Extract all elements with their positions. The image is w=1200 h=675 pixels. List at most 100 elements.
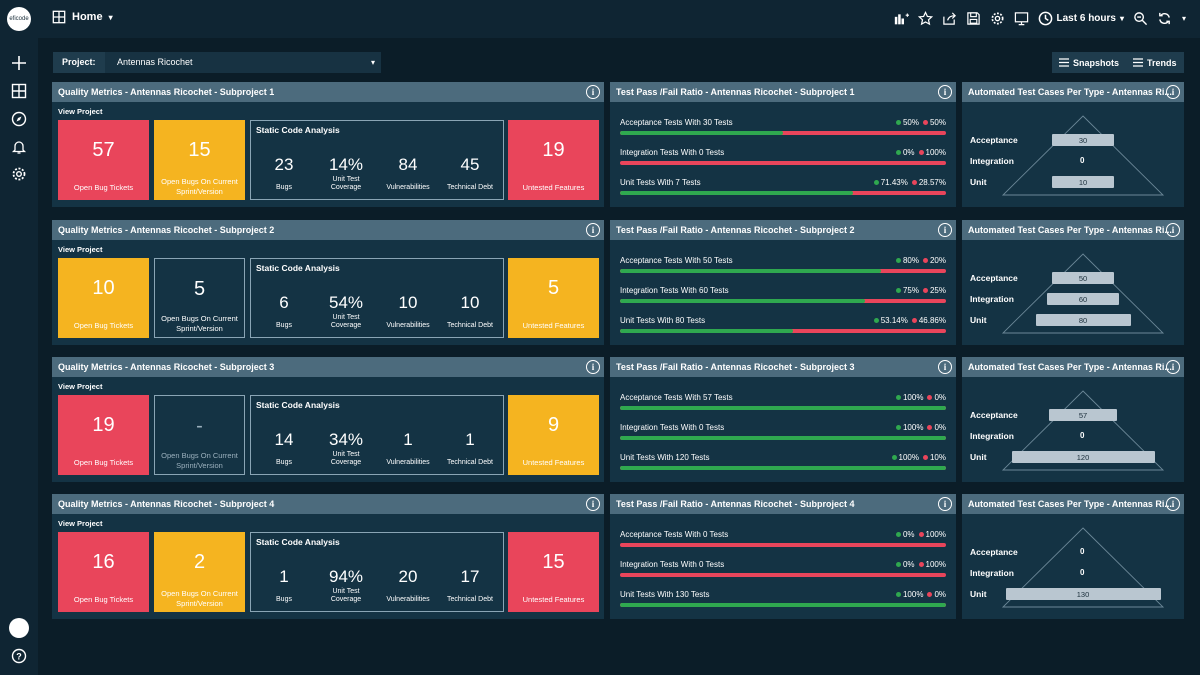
open-bug-tickets-tile: 16 Open Bug Tickets: [58, 532, 149, 612]
test-count: 0: [1080, 431, 1085, 440]
metric-value: 94%: [328, 567, 364, 586]
add-panel-icon[interactable]: [894, 9, 910, 27]
refresh-interval-chevron-icon[interactable]: ▾: [1181, 13, 1186, 23]
info-icon[interactable]: i: [586, 360, 600, 374]
pass-fill: [620, 269, 881, 273]
test-count: 60: [1078, 294, 1088, 304]
project-select[interactable]: Antennas Ricochet ▾: [105, 52, 381, 73]
open-bugs-sprint-tile: - Open Bugs On Current Sprint/Version: [154, 395, 245, 475]
info-icon[interactable]: i: [586, 85, 600, 99]
metric-caption: Bugs: [276, 183, 292, 191]
metric-value: 19: [542, 139, 565, 161]
user-avatar[interactable]: [9, 618, 29, 638]
save-icon[interactable]: [966, 9, 982, 27]
quality-metrics-panel: Quality Metrics - Antennas Ricochet - Su…: [52, 82, 604, 207]
info-icon[interactable]: i: [1166, 223, 1180, 237]
info-icon[interactable]: i: [1166, 497, 1180, 511]
metric-caption: Vulnerabilities: [386, 321, 430, 329]
info-icon[interactable]: i: [586, 497, 600, 511]
plus-icon[interactable]: [9, 53, 29, 73]
pass-fail-panel: Test Pass /Fail Ratio - Antennas Ricoche…: [610, 357, 956, 482]
pyramid-outline: [1001, 115, 1165, 196]
pass-dot-icon: [891, 455, 897, 461]
trends-link[interactable]: Trends: [1126, 58, 1184, 68]
test-type-label: Acceptance: [970, 410, 1018, 420]
bell-icon[interactable]: [9, 137, 29, 157]
snapshots-link[interactable]: Snapshots: [1052, 58, 1126, 68]
pass-fail-bar: [620, 191, 946, 195]
top-bar: Home ▾ Last 6 hours ▾: [38, 0, 1200, 38]
refresh-icon[interactable]: [1156, 9, 1172, 27]
settings-icon[interactable]: [990, 9, 1006, 27]
dashboard-picker[interactable]: Home ▾: [52, 10, 113, 24]
view-project-link[interactable]: View Project: [58, 107, 103, 116]
test-ratio-row: Unit Tests With 120 Tests 100% 10%: [620, 453, 946, 475]
open-bug-tickets-tile: 57 Open Bug Tickets: [58, 120, 149, 200]
test-type-label: Integration Tests With 0 Tests: [620, 148, 725, 157]
pass-fill: [620, 406, 946, 410]
test-pyramid-panel: Automated Test Cases Per Type - Antennas…: [962, 357, 1184, 482]
metric-caption: Untested Features: [522, 457, 585, 467]
share-icon[interactable]: [942, 9, 958, 27]
panel-header: Quality Metrics - Antennas Ricochet - Su…: [52, 357, 604, 377]
bugs-tile: 6 Bugs: [255, 285, 313, 334]
info-icon[interactable]: i: [938, 85, 952, 99]
metric-value: -: [196, 415, 203, 437]
metric-caption: Technical Debt: [447, 458, 493, 466]
gear-icon[interactable]: [9, 164, 29, 184]
tv-mode-icon[interactable]: [1014, 9, 1030, 27]
metric-caption: Open Bugs On Current Sprint/Version: [161, 451, 238, 470]
metric-value: 6: [279, 293, 289, 312]
zoom-out-icon[interactable]: [1132, 9, 1148, 27]
clock-icon: [1038, 11, 1052, 25]
test-type-label: Integration: [970, 156, 1014, 166]
test-type-label: Unit: [970, 177, 987, 187]
quality-metrics-panel: Quality Metrics - Antennas Ricochet - Su…: [52, 494, 604, 619]
info-icon[interactable]: i: [938, 497, 952, 511]
info-icon[interactable]: i: [1166, 85, 1180, 99]
open-bug-tickets-tile: 10 Open Bug Tickets: [58, 258, 149, 338]
time-range-picker[interactable]: Last 6 hours ▾: [1038, 11, 1124, 26]
app-logo[interactable]: eficode: [7, 7, 31, 31]
test-type-label: Unit: [970, 589, 987, 599]
view-project-link[interactable]: View Project: [58, 382, 103, 391]
info-icon[interactable]: i: [938, 360, 952, 374]
test-type-label: Acceptance Tests With 30 Tests: [620, 118, 733, 127]
metric-caption: Open Bug Tickets: [73, 320, 134, 330]
compass-icon[interactable]: [9, 109, 29, 129]
panel-title: Quality Metrics - Antennas Ricochet - Su…: [58, 499, 275, 509]
panel-title: Test Pass /Fail Ratio - Antennas Ricoche…: [616, 499, 855, 509]
view-project-link[interactable]: View Project: [58, 245, 103, 254]
test-ratio-row: Acceptance Tests With 30 Tests 50% 50%: [620, 118, 946, 140]
metric-value: 5: [193, 278, 206, 300]
test-ratio-values: 50% 50%: [895, 118, 946, 127]
help-icon[interactable]: ?: [9, 646, 29, 666]
pass-fail-panel: Test Pass /Fail Ratio - Antennas Ricoche…: [610, 82, 956, 207]
metric-value: 15: [188, 139, 211, 161]
fail-percent: 0%: [934, 393, 946, 402]
untested-features-tile: 5 Untested Features: [508, 258, 599, 338]
pass-percent: 50%: [902, 118, 919, 127]
view-project-link[interactable]: View Project: [58, 519, 103, 528]
metric-value: 34%: [328, 430, 364, 449]
test-type-label: Unit Tests With 80 Tests: [620, 316, 706, 325]
unit-test-coverage-tile: 94% Unit Test Coverage: [317, 559, 375, 608]
info-icon[interactable]: i: [1166, 360, 1180, 374]
dashboards-icon[interactable]: [9, 81, 29, 101]
panel-title: Test Pass /Fail Ratio - Antennas Ricoche…: [616, 362, 855, 372]
pass-dot-icon: [895, 425, 901, 431]
test-count-bar: 30: [1052, 134, 1114, 146]
test-ratio-row: Unit Tests With 130 Tests 100% 0%: [620, 590, 946, 612]
info-icon[interactable]: i: [938, 223, 952, 237]
panel-title: Quality Metrics - Antennas Ricochet - Su…: [58, 362, 275, 372]
vulnerabilities-tile: 20 Vulnerabilities: [379, 559, 437, 608]
pass-percent: 0%: [902, 560, 915, 569]
star-icon[interactable]: [918, 9, 934, 27]
info-icon[interactable]: i: [586, 223, 600, 237]
test-ratio-row: Integration Tests With 0 Tests 0% 100%: [620, 148, 946, 170]
test-pyramid-panel: Automated Test Cases Per Type - Antennas…: [962, 82, 1184, 207]
list-icon: [1059, 58, 1069, 67]
pass-fail-bar: [620, 543, 946, 547]
vulnerabilities-tile: 1 Vulnerabilities: [379, 422, 437, 471]
pass-fail-bar: [620, 329, 946, 333]
